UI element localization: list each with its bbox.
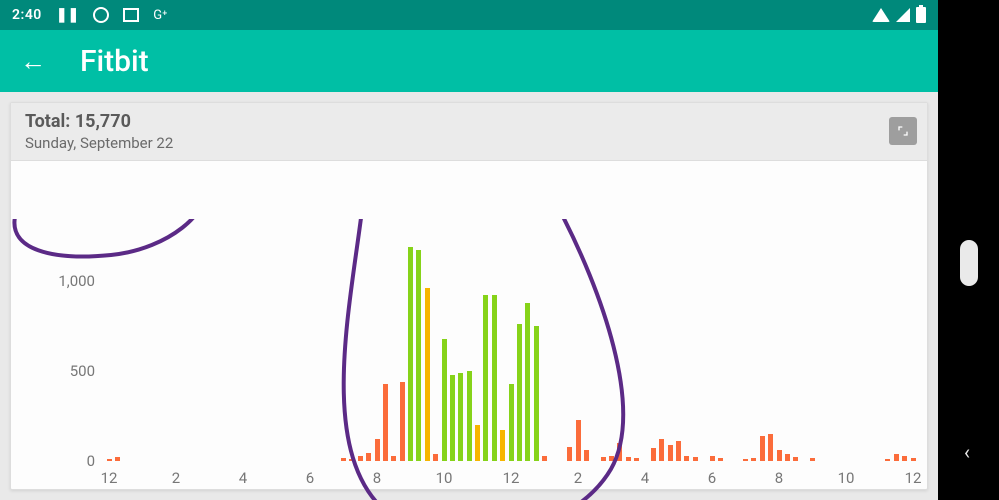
chart-bar [341,458,346,461]
chart-bar [885,459,890,461]
x-axis-label: 12 [905,469,922,487]
x-axis-label: 10 [436,469,453,487]
x-axis-label: 10 [838,469,855,487]
chart-bar [509,384,514,461]
chart-bar [676,441,681,461]
total-label: Total: 15,770 [25,111,913,132]
chart-bar [651,448,656,461]
x-axis-label: 4 [641,469,649,487]
status-clock: 2:40 [12,7,42,23]
chart-bar [416,250,421,461]
x-axis-label: 12 [503,469,520,487]
nav-rail: ‹ [938,0,999,500]
chart-bar [626,457,631,462]
chart-bar [107,459,112,461]
chart-bar [383,384,388,461]
chart-bar [785,454,790,461]
card-header: Total: 15,770 Sunday, September 22 [11,103,927,161]
chart-bar [777,450,782,461]
pause-icon: ❚❚ [56,7,79,23]
chart-bar [601,457,606,461]
chart-bar [500,430,505,461]
chart-bar [894,454,899,461]
chart-bar [433,454,438,461]
date-label: Sunday, September 22 [25,134,913,152]
expand-icon [895,123,911,139]
y-axis-label: 1,000 [39,272,95,290]
chart-bar [358,456,363,461]
chart-bar [911,458,916,461]
status-bar: 2:40 ❚❚ G⁺ [0,0,938,30]
home-gesture-pill[interactable] [960,240,978,286]
chart-bar [492,295,497,461]
chart-bar [793,457,798,462]
x-axis-label: 12 [101,469,118,487]
chart-bar [450,375,455,461]
chart-bar [483,295,488,461]
x-axis-label: 6 [306,469,314,487]
chart-bar [375,439,380,461]
nav-back-icon[interactable]: ‹ [964,440,970,464]
chart-bar [525,303,530,461]
x-axis-label: 6 [708,469,716,487]
steps-card: Total: 15,770 Sunday, September 22 0 500 1… [10,102,928,490]
y-axis-label: 500 [39,362,95,380]
chart-bar [425,288,430,461]
chart-bar [534,326,539,461]
chart-bar [349,459,354,461]
chart-bar [693,457,698,462]
chart-bar [668,445,673,461]
chart-bar [400,382,405,461]
maps-icon: G⁺ [153,8,167,23]
chart-bar [684,456,689,461]
y-axis-label: 0 [39,452,95,470]
chart-bar [542,456,547,461]
chart-bar [408,247,413,461]
chart-bar [634,458,639,461]
chart-bar [609,456,614,461]
assistant-icon [93,7,109,23]
x-axis-label: 2 [172,469,180,487]
chart-bar [475,425,480,461]
chart-bar [659,439,664,461]
steps-chart: 0 500 1,000 12 2 4 6 8 10 12 2 4 6 8 10 12 [11,161,929,491]
chart-bar [743,459,748,461]
page-title: Fitbit [80,44,149,79]
chart-bar [391,456,396,461]
chart-bar [760,436,765,461]
x-axis-label: 2 [574,469,582,487]
chart-bar [584,450,589,461]
chart-bar [751,458,756,461]
x-axis-label: 8 [373,469,381,487]
chart-bar [458,373,463,461]
x-axis-label: 4 [239,469,247,487]
calendar-icon [123,8,139,22]
x-axis-label: 8 [775,469,783,487]
chart-bar [810,458,815,461]
app-bar: ← Fitbit [0,30,938,92]
back-button[interactable]: ← [20,46,46,77]
chart-bar [768,434,773,461]
chart-bar [467,371,472,461]
chart-bar [902,456,907,461]
chart-bar [576,420,581,461]
chart-bars [11,161,929,491]
chart-bar [567,447,572,461]
expand-button[interactable] [889,117,917,145]
chart-bar [442,339,447,461]
wifi-icon [872,8,890,22]
chart-bar [718,458,723,461]
signal-icon [896,8,910,22]
chart-bar [366,453,371,461]
chart-bar [517,324,522,461]
battery-icon [916,7,926,23]
chart-bar [710,456,715,461]
chart-bar [115,457,120,461]
chart-bar [617,443,622,461]
